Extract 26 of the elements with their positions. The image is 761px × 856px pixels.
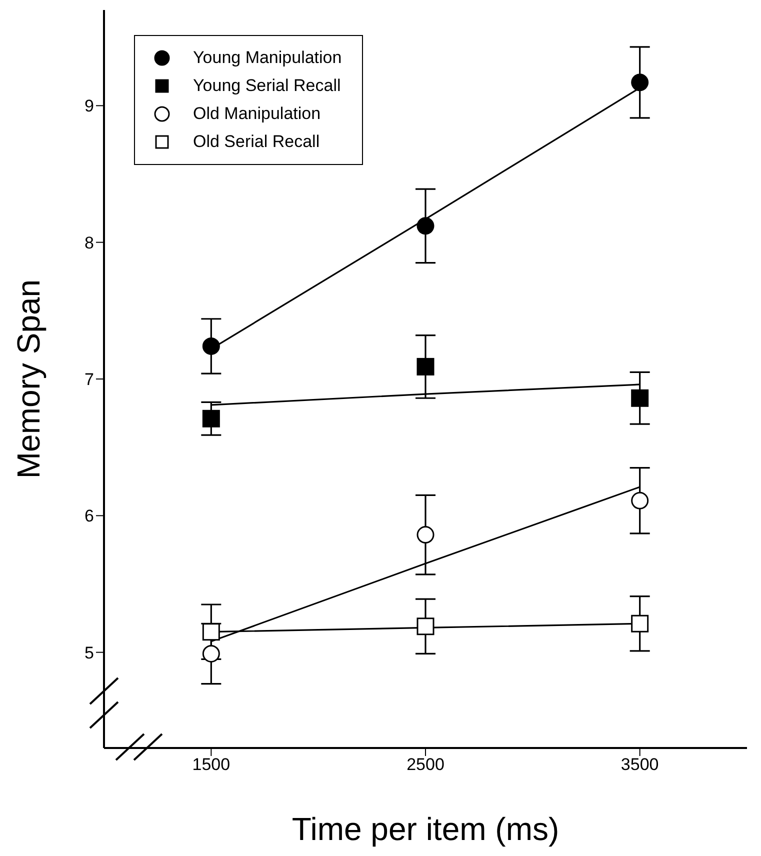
- point: [416, 526, 434, 544]
- legend-label: Old Manipulation: [193, 104, 321, 124]
- point: [202, 644, 220, 662]
- x-axis-title: Time per item (ms): [292, 811, 560, 847]
- point: [631, 492, 649, 510]
- y-axis-title: Memory Span: [10, 279, 46, 479]
- point: [202, 337, 220, 355]
- point: [631, 614, 649, 632]
- legend-label: Old Serial Recall: [193, 132, 320, 152]
- y-tick-label: 8: [84, 233, 94, 252]
- point: [631, 74, 649, 92]
- x-tick-label: 3500: [620, 755, 659, 774]
- legend-label: Young Manipulation: [193, 48, 342, 68]
- point: [416, 358, 434, 376]
- x-tick-label: 1500: [192, 755, 230, 774]
- x-tick-label: 2500: [406, 755, 444, 774]
- point: [202, 623, 220, 641]
- point: [631, 389, 649, 407]
- y-tick-label: 9: [84, 96, 94, 116]
- y-tick-label: 6: [84, 506, 94, 526]
- point: [416, 618, 434, 636]
- legend-label: Young Serial Recall: [193, 76, 341, 96]
- y-tick-label: 7: [84, 370, 94, 390]
- point: [416, 217, 434, 235]
- y-tick-label: 5: [84, 643, 94, 662]
- point: [202, 410, 220, 428]
